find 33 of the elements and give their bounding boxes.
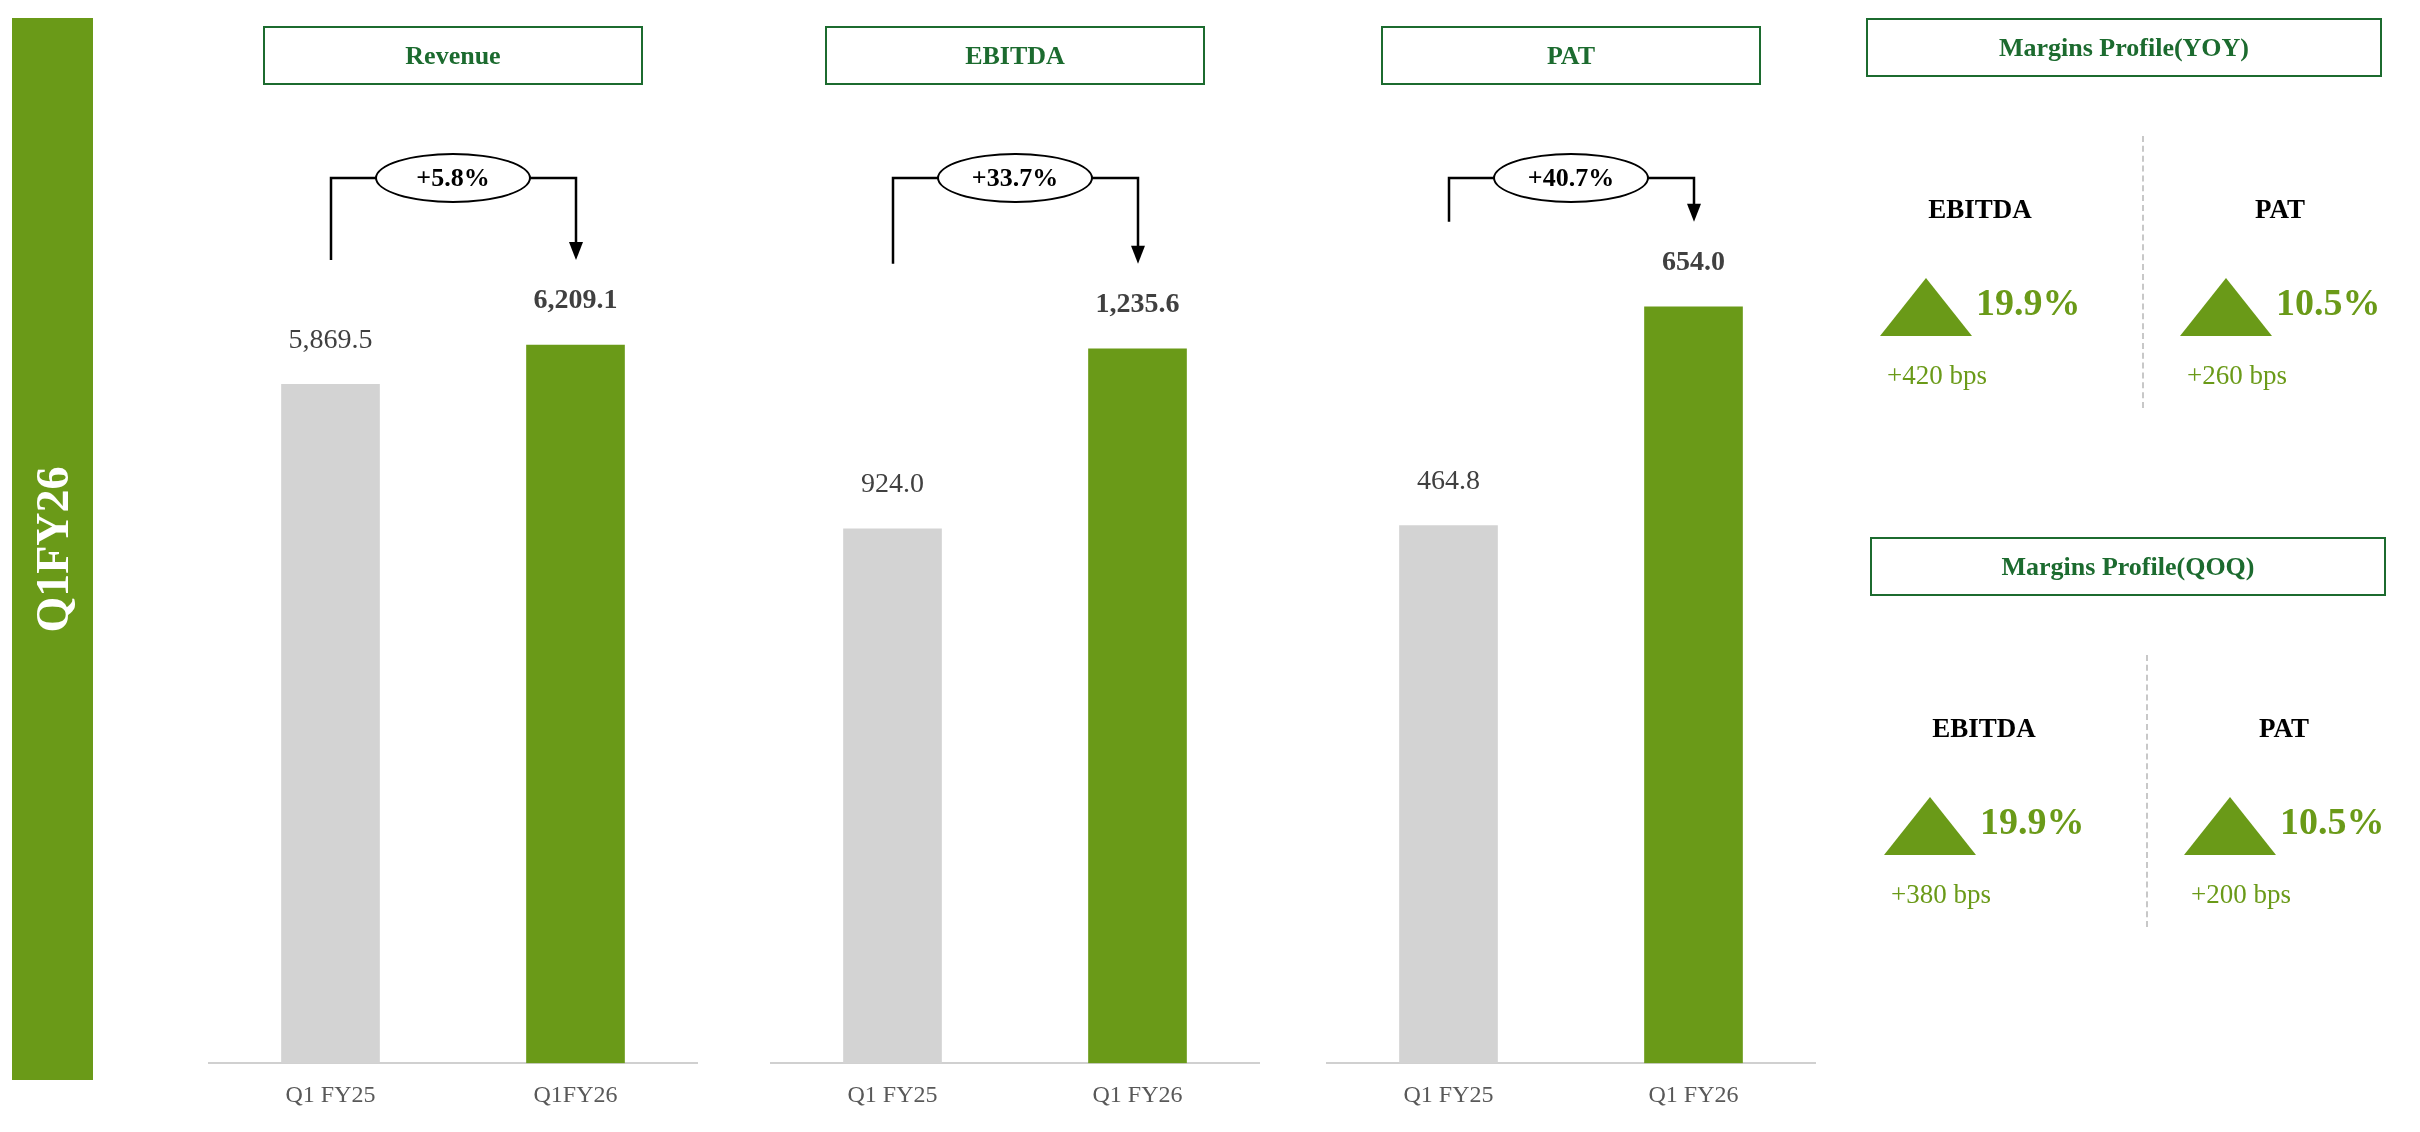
chart-title: Revenue — [405, 40, 501, 71]
data-label: 464.8 — [1417, 464, 1480, 496]
text: 19.9% — [1976, 280, 2081, 324]
chart-title: PAT — [1546, 40, 1596, 71]
x-tick-label: Q1 FY26 — [1648, 1080, 1739, 1107]
data-label: 5,869.5 — [288, 322, 373, 354]
x-tick-label: Q1 FY25 — [285, 1080, 376, 1107]
x-tick-label: Q1 FY25 — [847, 1080, 938, 1107]
text: Margins Profile(QOQ) — [2001, 551, 2255, 582]
text: +420 bps — [1887, 360, 1987, 391]
data-label: 654.0 — [1662, 245, 1725, 277]
data-label: 924.0 — [861, 467, 924, 499]
text: +260 bps — [2187, 360, 2287, 391]
text: PAT — [2254, 194, 2306, 225]
x-tick-label: Q1FY26 — [533, 1080, 618, 1107]
text: EBITDA — [1931, 713, 2037, 744]
oval-outline: +5.8% — [375, 153, 531, 203]
text: 10.5% — [2276, 280, 2381, 324]
x-tick-label: Q1 FY26 — [1092, 1080, 1183, 1107]
text: 19.9% — [1980, 799, 2085, 843]
chart-title: EBITDA — [965, 40, 1065, 71]
text: +200 bps — [2191, 879, 2291, 910]
text: Margins Profile(YOY) — [1998, 32, 2250, 63]
data-label: 6,209.1 — [533, 283, 618, 315]
data-label: 1,235.6 — [1095, 286, 1180, 318]
text: EBITDA — [1927, 194, 2033, 225]
x-tick-label: Q1 FY25 — [1403, 1080, 1494, 1107]
text: PAT — [2258, 713, 2310, 744]
text: 10.5% — [2280, 799, 2385, 843]
oval-outline: +33.7% — [937, 153, 1093, 203]
text: +380 bps — [1891, 879, 1991, 910]
text: Q1FY26 — [26, 465, 79, 633]
oval-outline: +40.7% — [1493, 153, 1649, 203]
